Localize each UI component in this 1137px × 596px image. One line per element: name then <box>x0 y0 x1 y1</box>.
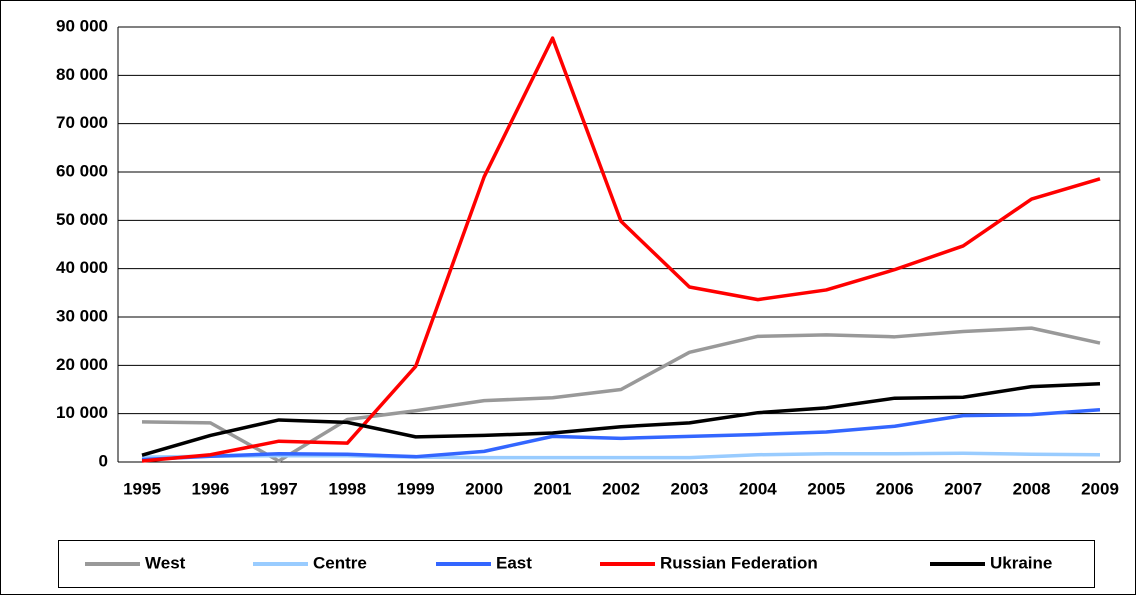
x-tick-label: 2009 <box>1081 479 1119 498</box>
x-tick-label: 2001 <box>534 479 572 498</box>
x-tick-label: 2008 <box>1013 479 1051 498</box>
legend-label: Centre <box>313 553 367 572</box>
x-tick-label: 2003 <box>671 479 709 498</box>
series-line <box>141 451 1101 460</box>
series-line <box>141 36 1101 463</box>
y-tick-label: 30 000 <box>56 306 108 325</box>
y-tick-label: 50 000 <box>56 210 108 229</box>
y-tick-label: 70 000 <box>56 113 108 132</box>
series-line <box>141 408 1101 462</box>
legend-label: West <box>145 553 186 572</box>
x-tick-label: 2000 <box>465 479 503 498</box>
x-tick-label: 1995 <box>123 479 161 498</box>
legend-box <box>58 540 1095 588</box>
y-tick-label: 80 000 <box>56 65 108 84</box>
series-line <box>141 381 1101 457</box>
x-tick-label: 2007 <box>944 479 982 498</box>
y-tick-label: 90 000 <box>56 16 108 35</box>
series-line <box>141 326 1101 463</box>
legend-label: East <box>496 553 532 572</box>
y-tick-label: 10 000 <box>56 403 108 422</box>
y-tick-label: 20 000 <box>56 355 108 374</box>
y-tick-label: 0 <box>99 451 108 470</box>
x-tick-label: 2002 <box>602 479 640 498</box>
x-tick-label: 2006 <box>876 479 914 498</box>
x-tick-label: 2004 <box>739 479 777 498</box>
x-tick-label: 1998 <box>328 479 366 498</box>
x-tick-label: 2005 <box>807 479 845 498</box>
legend-label: Russian Federation <box>660 553 818 572</box>
y-tick-label: 40 000 <box>56 258 108 277</box>
x-tick-label: 1996 <box>192 479 230 498</box>
legend-label: Ukraine <box>990 553 1052 572</box>
y-tick-label: 60 000 <box>56 161 108 180</box>
x-tick-label: 1999 <box>397 479 435 498</box>
x-tick-label: 1997 <box>260 479 298 498</box>
